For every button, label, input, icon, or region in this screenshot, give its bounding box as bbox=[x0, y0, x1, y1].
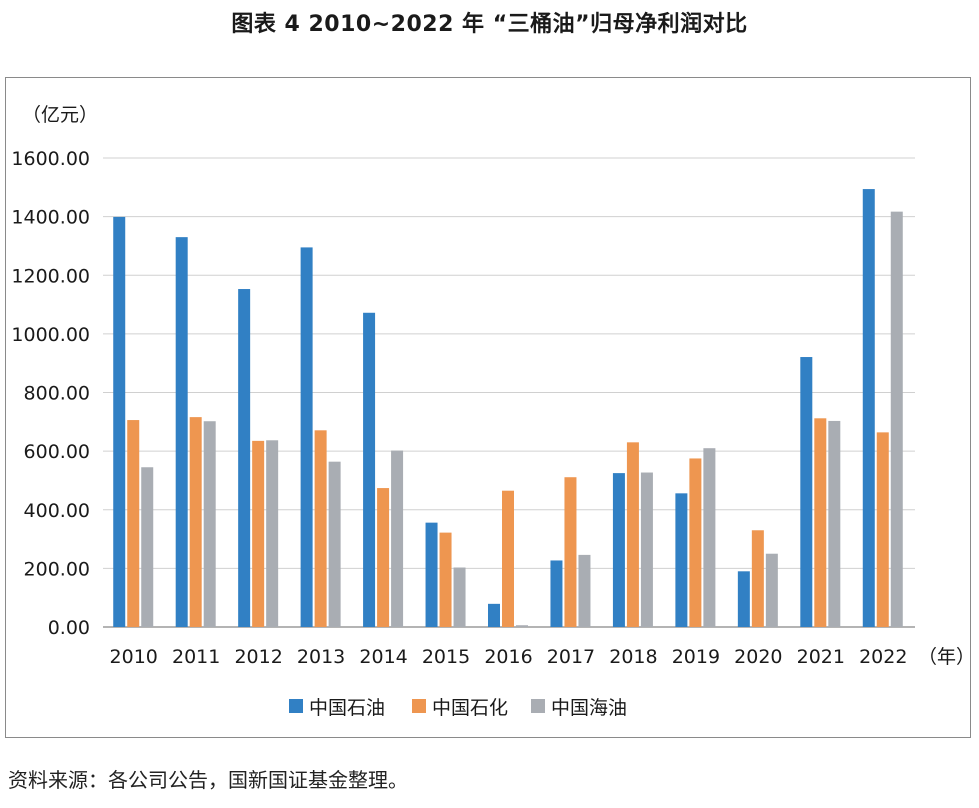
x-axis-label: （年） bbox=[918, 646, 975, 668]
x-tick-label: 2015 bbox=[422, 646, 470, 668]
x-tick-label: 2020 bbox=[734, 646, 782, 668]
bar bbox=[689, 458, 702, 627]
bar bbox=[675, 493, 688, 627]
legend-swatch bbox=[531, 699, 545, 713]
bar bbox=[516, 625, 528, 627]
source-note: 资料来源：各公司公告，国新国证基金整理。 bbox=[8, 768, 408, 792]
legend-label: 中国石油 bbox=[309, 697, 385, 719]
bar bbox=[377, 488, 390, 627]
bar bbox=[266, 440, 279, 627]
y-tick-label: 600.00 bbox=[24, 441, 90, 463]
bar bbox=[238, 289, 251, 627]
bar bbox=[890, 211, 903, 627]
bar bbox=[800, 357, 813, 627]
x-tick-label: 2022 bbox=[859, 646, 907, 668]
bar bbox=[141, 467, 154, 627]
legend-swatch bbox=[412, 699, 426, 713]
bar bbox=[314, 430, 327, 627]
y-tick-label: 1000.00 bbox=[11, 324, 90, 346]
chart-title: 图表 4 2010~2022 年 “三桶油”归母净利润对比 bbox=[231, 12, 748, 37]
bar bbox=[862, 189, 875, 628]
bar bbox=[425, 522, 438, 627]
bar bbox=[439, 532, 452, 627]
bar bbox=[876, 432, 889, 627]
y-tick-label: 200.00 bbox=[24, 558, 90, 580]
legend-label: 中国海油 bbox=[551, 697, 627, 719]
y-tick-label: 1200.00 bbox=[11, 265, 90, 287]
bar bbox=[751, 530, 764, 627]
chart-frame bbox=[5, 77, 971, 738]
bar bbox=[578, 554, 591, 627]
x-tick-label: 2014 bbox=[359, 646, 407, 668]
x-tick-label: 2021 bbox=[797, 646, 845, 668]
x-tick-label: 2013 bbox=[297, 646, 345, 668]
x-tick-label: 2017 bbox=[547, 646, 595, 668]
bar bbox=[488, 603, 500, 627]
bar bbox=[612, 473, 625, 627]
bar bbox=[453, 567, 466, 627]
bar bbox=[363, 312, 376, 627]
bar bbox=[828, 420, 841, 627]
x-tick-label: 2010 bbox=[110, 646, 158, 668]
legend-label: 中国石化 bbox=[432, 697, 508, 719]
bar bbox=[391, 450, 404, 627]
bar bbox=[564, 477, 577, 627]
bar bbox=[252, 440, 265, 627]
x-tick-label: 2016 bbox=[484, 646, 532, 668]
legend-swatch bbox=[289, 699, 303, 713]
bar bbox=[502, 490, 514, 627]
y-tick-label: 400.00 bbox=[24, 500, 90, 522]
bar bbox=[300, 247, 313, 627]
bar bbox=[640, 472, 653, 627]
bar bbox=[737, 571, 750, 627]
bar bbox=[814, 418, 827, 627]
x-tick-label: 2012 bbox=[234, 646, 282, 668]
x-tick-label: 2019 bbox=[672, 646, 720, 668]
y-tick-label: 1600.00 bbox=[11, 148, 90, 170]
y-tick-label: 800.00 bbox=[24, 383, 90, 405]
bar bbox=[703, 448, 716, 627]
bar bbox=[113, 216, 126, 627]
bar bbox=[550, 560, 563, 627]
y-axis-label: （亿元） bbox=[22, 104, 98, 126]
bar bbox=[189, 417, 202, 627]
bar bbox=[328, 461, 341, 627]
x-tick-label: 2011 bbox=[172, 646, 220, 668]
bar bbox=[203, 421, 216, 627]
bar bbox=[626, 442, 639, 627]
x-tick-label: 2018 bbox=[609, 646, 657, 668]
y-tick-label: 0.00 bbox=[48, 617, 90, 639]
bar bbox=[127, 420, 140, 627]
bar bbox=[765, 553, 778, 627]
y-tick-label: 1400.00 bbox=[11, 207, 90, 229]
bar bbox=[175, 237, 188, 628]
